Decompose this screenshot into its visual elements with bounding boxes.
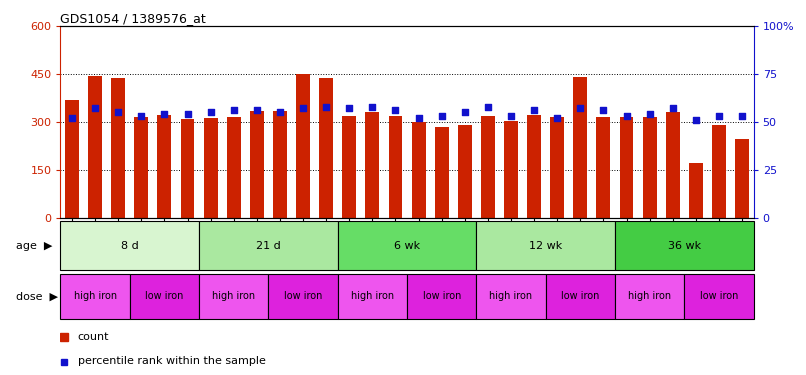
Point	[643, 111, 656, 117]
Point	[597, 107, 610, 113]
Text: high iron: high iron	[351, 291, 394, 301]
Bar	[666, 112, 679, 218]
Point	[65, 115, 78, 121]
Bar	[476, 221, 615, 270]
Bar	[111, 78, 125, 218]
Point	[343, 105, 355, 111]
Point	[181, 111, 194, 117]
Point	[297, 105, 310, 111]
Bar	[596, 117, 610, 218]
Bar	[735, 140, 749, 218]
Bar	[135, 117, 148, 218]
Bar	[684, 274, 754, 319]
Point	[505, 113, 517, 119]
Text: high iron: high iron	[212, 291, 256, 301]
Bar	[250, 111, 264, 218]
Text: low iron: low iron	[284, 291, 322, 301]
Point	[528, 107, 541, 113]
Bar	[268, 274, 338, 319]
Point	[273, 110, 286, 116]
Text: count: count	[77, 332, 110, 342]
Text: 21 d: 21 d	[256, 241, 280, 250]
Bar	[689, 164, 703, 218]
Text: 6 wk: 6 wk	[394, 241, 420, 250]
Bar	[343, 116, 356, 218]
Point	[89, 105, 102, 111]
Bar	[199, 274, 268, 319]
Point	[574, 105, 587, 111]
Bar	[60, 221, 199, 270]
Point	[112, 110, 125, 116]
Point	[412, 115, 425, 121]
Text: dose  ▶: dose ▶	[16, 291, 58, 301]
Text: percentile rank within the sample: percentile rank within the sample	[77, 357, 266, 366]
Text: 12 wk: 12 wk	[529, 241, 563, 250]
Point	[481, 104, 494, 110]
Text: high iron: high iron	[628, 291, 671, 301]
Bar	[338, 221, 476, 270]
Bar	[365, 112, 380, 218]
Bar	[504, 121, 518, 218]
Bar	[476, 274, 546, 319]
Bar	[481, 116, 495, 218]
Text: 8 d: 8 d	[121, 241, 139, 250]
Text: high iron: high iron	[73, 291, 117, 301]
Text: GDS1054 / 1389576_at: GDS1054 / 1389576_at	[60, 12, 206, 25]
Point	[135, 113, 147, 119]
Text: 36 wk: 36 wk	[667, 241, 701, 250]
Bar	[412, 122, 426, 218]
Bar	[712, 125, 726, 218]
Point	[435, 113, 448, 119]
Point	[320, 104, 333, 110]
Bar	[273, 111, 287, 218]
Bar	[434, 127, 449, 218]
Bar	[319, 78, 333, 218]
Point	[158, 111, 171, 117]
Bar	[407, 274, 476, 319]
Bar	[388, 116, 402, 218]
Text: high iron: high iron	[489, 291, 533, 301]
Bar	[130, 274, 199, 319]
Bar	[296, 74, 310, 217]
Bar	[573, 77, 588, 218]
Bar	[615, 274, 684, 319]
Point	[459, 110, 472, 116]
Bar	[615, 221, 754, 270]
Bar	[65, 100, 79, 218]
Bar	[199, 221, 338, 270]
Point	[251, 107, 264, 113]
Point	[366, 104, 379, 110]
Point	[667, 105, 679, 111]
Point	[620, 113, 633, 119]
Bar	[458, 125, 472, 218]
Point	[227, 107, 240, 113]
Text: low iron: low iron	[561, 291, 600, 301]
Text: low iron: low iron	[700, 291, 738, 301]
Text: low iron: low iron	[422, 291, 461, 301]
Bar	[88, 76, 102, 217]
Bar	[642, 117, 657, 218]
Bar	[338, 274, 407, 319]
Bar	[204, 118, 218, 218]
Bar	[157, 115, 172, 218]
Bar	[60, 274, 130, 319]
Bar	[620, 117, 634, 218]
Point	[713, 113, 725, 119]
Point	[550, 115, 563, 121]
Text: low iron: low iron	[145, 291, 184, 301]
Bar	[527, 115, 541, 218]
Bar	[550, 117, 564, 218]
Bar	[226, 117, 241, 218]
Point	[389, 107, 402, 113]
Text: age  ▶: age ▶	[16, 241, 52, 250]
Point	[204, 110, 217, 116]
Bar	[181, 119, 194, 218]
Point	[689, 117, 702, 123]
Point	[736, 113, 749, 119]
Bar	[546, 274, 615, 319]
